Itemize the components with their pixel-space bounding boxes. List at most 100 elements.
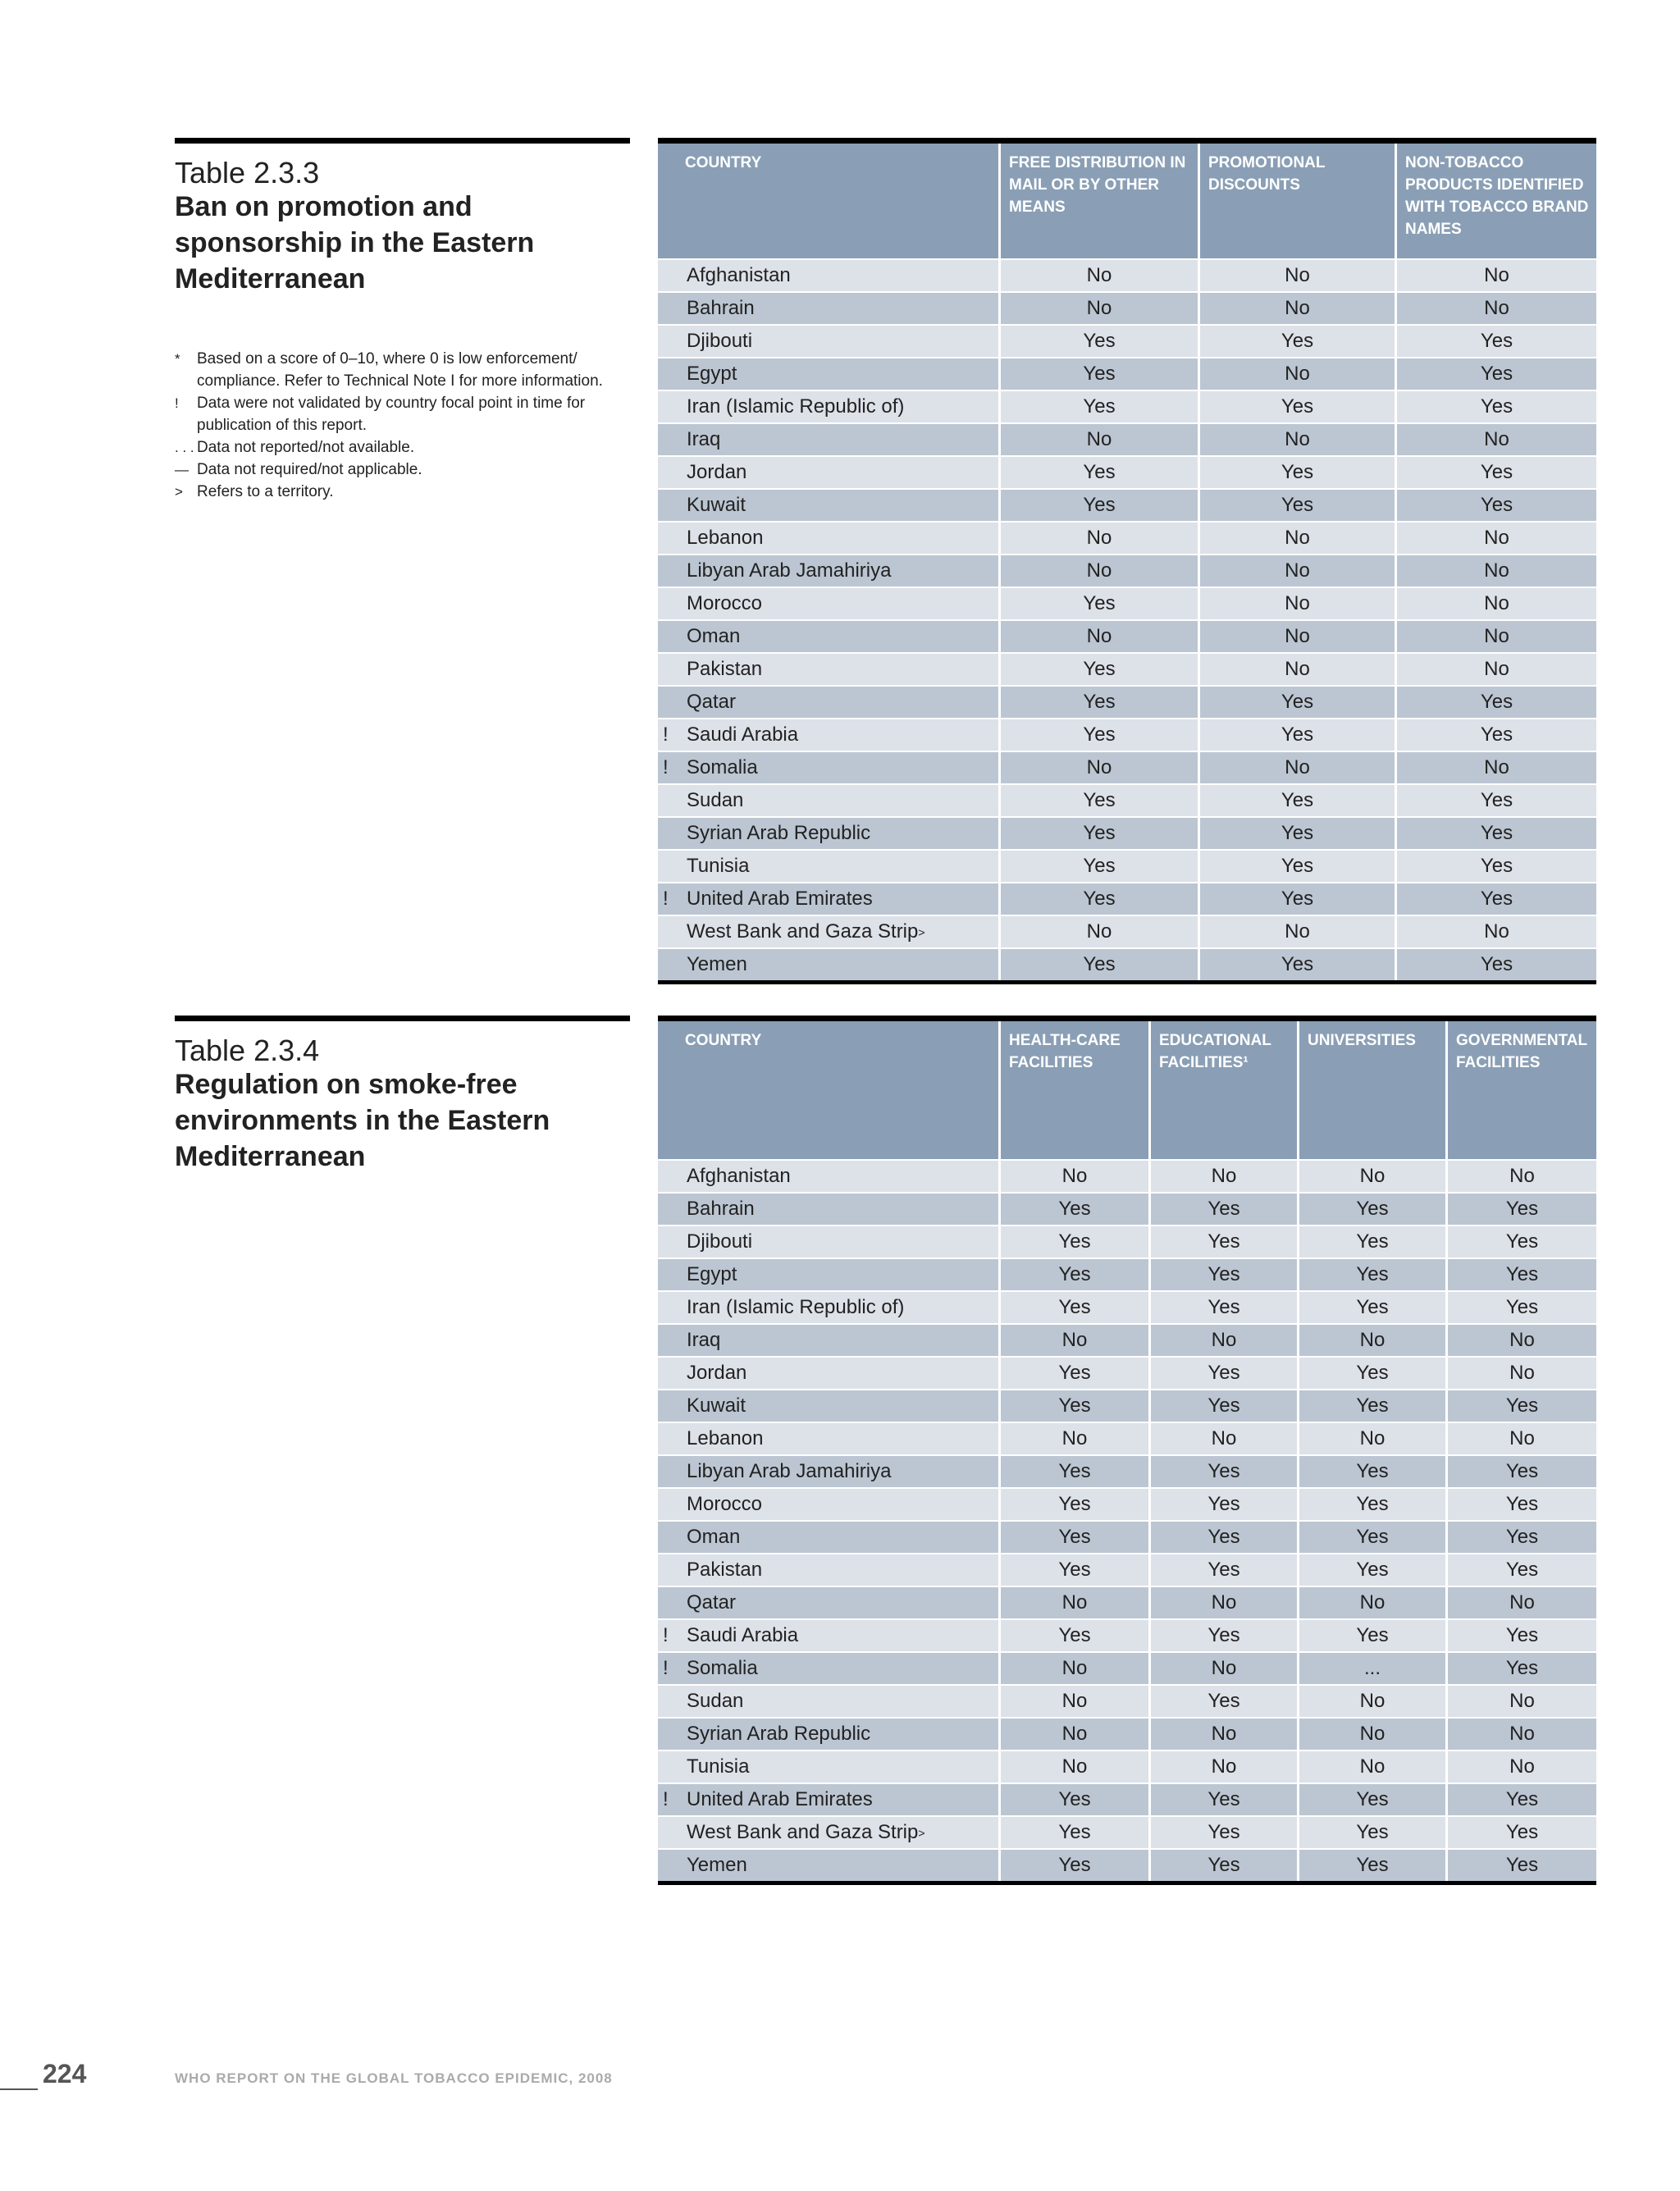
cell-value: Yes: [1505, 1198, 1539, 1220]
cell-value: Yes: [1200, 785, 1397, 816]
country: Egypt: [687, 358, 1001, 390]
table-row: Afghanistan No No No No: [658, 1159, 1596, 1192]
country: Jordan: [687, 1358, 1001, 1389]
country: Oman: [687, 1522, 1001, 1553]
cell-value: Yes: [1505, 1657, 1539, 1679]
rule: [175, 138, 630, 144]
country: Saudi Arabia: [687, 719, 1001, 751]
country: Lebanon: [687, 523, 1001, 554]
column-header: COUNTRY: [677, 144, 1001, 258]
cell-value: Yes: [1299, 1259, 1448, 1290]
cell-value: Yes: [1480, 395, 1513, 418]
cell-value: Yes: [1151, 1194, 1299, 1225]
cell-value: No: [1484, 658, 1509, 680]
cell-value: No: [1484, 625, 1509, 647]
table-bottom-rule: [658, 980, 1596, 984]
table-header: COUNTRY FREE DISTRIBUTION IN MAIL OR BY O…: [658, 144, 1596, 258]
cell-value: Yes: [1200, 818, 1397, 849]
footnote-symbol: !: [175, 395, 179, 411]
table-row: ! Saudi Arabia Yes Yes Yes: [658, 718, 1596, 751]
table-row: Morocco Yes No No: [658, 587, 1596, 619]
cell-value: Yes: [1001, 851, 1200, 882]
table-label: Table 2.3.4: [175, 1034, 320, 1067]
column-header: EDUCATIONAL FACILITIES¹: [1151, 1021, 1299, 1159]
cell-value: Yes: [1001, 1390, 1151, 1422]
cell-value: No: [1509, 1755, 1535, 1778]
cell-value: Yes: [1001, 1259, 1151, 1290]
cell-value: Yes: [1505, 1559, 1539, 1581]
cell-value: No: [1001, 523, 1200, 554]
table-row: Jordan Yes Yes Yes No: [658, 1356, 1596, 1389]
cell-value: Yes: [1480, 953, 1513, 975]
table-row: Egypt Yes Yes Yes Yes: [658, 1258, 1596, 1290]
cell-value: Yes: [1151, 1554, 1299, 1586]
cell-value: No: [1509, 1723, 1535, 1745]
cell-value: No: [1484, 592, 1509, 614]
cell-value: Yes: [1001, 1522, 1151, 1553]
country: Sudan: [687, 785, 1001, 816]
footnote-text: Refers to a territory.: [197, 483, 334, 500]
flag: !: [663, 723, 669, 746]
country: Djibouti: [687, 326, 1001, 357]
cell-value: Yes: [1001, 949, 1200, 980]
cell-value: Yes: [1151, 1390, 1299, 1422]
table-row: Pakistan Yes No No: [658, 652, 1596, 685]
cell-value: Yes: [1151, 1456, 1299, 1487]
cell-value: No: [1001, 1751, 1151, 1782]
flag: !: [663, 1657, 669, 1679]
table-row: ! United Arab Emirates Yes Yes Yes Yes: [658, 1782, 1596, 1815]
table-row: Yemen Yes Yes Yes Yes: [658, 1848, 1596, 1881]
footnote-symbol: *: [175, 351, 180, 367]
country: Lebanon: [687, 1423, 1001, 1454]
cell-value: No: [1151, 1587, 1299, 1618]
cell-value: No: [1001, 1161, 1151, 1192]
cell-value: Yes: [1001, 818, 1200, 849]
cell-value: No: [1484, 756, 1509, 778]
cell-value: Yes: [1505, 1493, 1539, 1515]
cell-value: Yes: [1001, 1620, 1151, 1651]
cell-value: Yes: [1299, 1620, 1448, 1651]
cell-value: No: [1509, 1591, 1535, 1614]
cell-value: Yes: [1001, 457, 1200, 488]
cell-value: Yes: [1001, 1226, 1151, 1258]
flag: !: [663, 1624, 669, 1646]
table-row: Oman Yes Yes Yes Yes: [658, 1520, 1596, 1553]
cell-value: No: [1299, 1423, 1448, 1454]
country: Iraq: [687, 424, 1001, 455]
cell-value: Yes: [1151, 1620, 1299, 1651]
cell-value: Yes: [1505, 1624, 1539, 1646]
cell-value: No: [1484, 297, 1509, 319]
country: Pakistan: [687, 654, 1001, 685]
cell-value: No: [1151, 1653, 1299, 1684]
cell-value: No: [1484, 920, 1509, 943]
country: Qatar: [687, 1587, 1001, 1618]
cell-value: No: [1200, 523, 1397, 554]
cell-value: No: [1001, 1587, 1151, 1618]
rule: [175, 1016, 630, 1021]
cell-value: Yes: [1505, 1230, 1539, 1253]
table-row: West Bank and Gaza Strip˃ No No No: [658, 915, 1596, 947]
cell-value: Yes: [1151, 1522, 1299, 1553]
column-header: UNIVERSITIES: [1299, 1021, 1448, 1159]
cell-value: Yes: [1001, 1489, 1151, 1520]
country: Iran (Islamic Republic of): [687, 1292, 1001, 1323]
table-row: Pakistan Yes Yes Yes Yes: [658, 1553, 1596, 1586]
country: Somalia: [687, 752, 1001, 783]
table-row: Qatar No No No No: [658, 1586, 1596, 1618]
cell-value: No: [1001, 916, 1200, 947]
cell-value: Yes: [1505, 1394, 1539, 1417]
cell-value: Yes: [1299, 1292, 1448, 1323]
cell-value: No: [1200, 293, 1397, 324]
cell-value: Yes: [1151, 1850, 1299, 1881]
cell-value: No: [1001, 752, 1200, 783]
cell-value: No: [1001, 1325, 1151, 1356]
country: Libyan Arab Jamahiriya: [687, 555, 1001, 587]
table-header: COUNTRY HEALTH-CARE FACILITIES EDUCATIONAL…: [658, 1021, 1596, 1159]
table-row: ! Somalia No No... Yes: [658, 1651, 1596, 1684]
cell-value: No: [1299, 1325, 1448, 1356]
country: Afghanistan: [687, 260, 1001, 291]
cell-value: No: [1200, 588, 1397, 619]
cell-value: No: [1151, 1751, 1299, 1782]
cell-value: Yes: [1001, 1850, 1151, 1881]
